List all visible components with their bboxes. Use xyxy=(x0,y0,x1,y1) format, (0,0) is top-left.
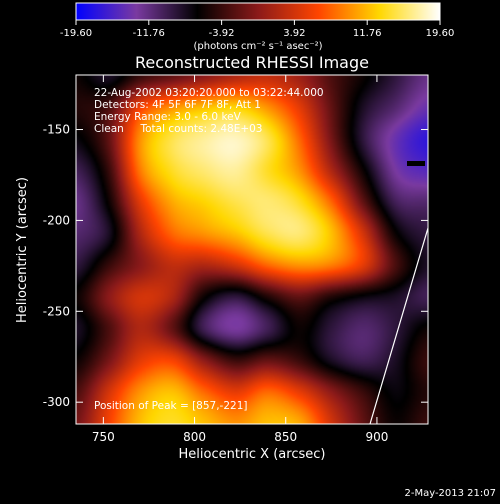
observation-annotations: 22-Aug-2002 03:20:20.000 to 03:22:44.000… xyxy=(94,87,324,135)
plot-frame xyxy=(75,74,429,425)
colorbar-units: (photons cm⁻² s⁻¹ asec⁻²) xyxy=(193,41,322,52)
heatmap-image xyxy=(76,75,428,424)
annotation-energy-range: Energy Range: 3.0 - 6.0 keV xyxy=(94,111,242,123)
colorbar-tick-label: -3.92 xyxy=(209,28,235,39)
chart-title: Reconstructed RHESSI Image xyxy=(135,53,369,72)
y-axis-label: Heliocentric Y (arcsec) xyxy=(15,177,30,323)
plot-date-stamp: 2-May-2013 21:07 xyxy=(404,488,496,499)
solar-limb-line xyxy=(369,227,428,424)
x-tick-label: 800 xyxy=(183,430,206,444)
x-tick-label: 750 xyxy=(92,430,115,444)
colorbar-tick-label: -11.76 xyxy=(133,28,165,39)
colorbar xyxy=(75,2,441,21)
y-tick-label: -200 xyxy=(43,213,70,227)
y-axis-ticks: -300 -250 -200 -150 xyxy=(43,123,428,409)
annotation-time-range: 22-Aug-2002 03:20:20.000 to 03:22:44.000 xyxy=(94,87,324,99)
x-tick-label: 850 xyxy=(274,430,297,444)
colorbar-tick-label: 19.60 xyxy=(426,28,455,39)
x-axis-label: Heliocentric X (arcsec) xyxy=(179,447,326,462)
x-tick-label: 900 xyxy=(365,430,388,444)
y-tick-label: -250 xyxy=(43,304,70,318)
colorbar-tick-label: 11.76 xyxy=(353,28,382,39)
colorbar-ticks: -19.60 -11.76 -3.92 3.92 11.76 19.60 xyxy=(60,20,454,39)
peak-position-label: Position of Peak = [857,-221] xyxy=(94,400,248,412)
colorbar-tick-label: -19.60 xyxy=(60,28,92,39)
annotation-detectors: Detectors: 4F 5F 6F 7F 8F, Att 1 xyxy=(94,99,261,111)
peak-marker xyxy=(407,161,425,166)
colorbar-tick-label: 3.92 xyxy=(283,28,305,39)
annotation-clean-counts: Clean Total counts: 2.48E+03 xyxy=(94,123,263,135)
y-tick-label: -300 xyxy=(43,395,70,409)
y-tick-label: -150 xyxy=(43,123,70,137)
x-axis-ticks: 750 800 850 900 xyxy=(92,75,388,444)
